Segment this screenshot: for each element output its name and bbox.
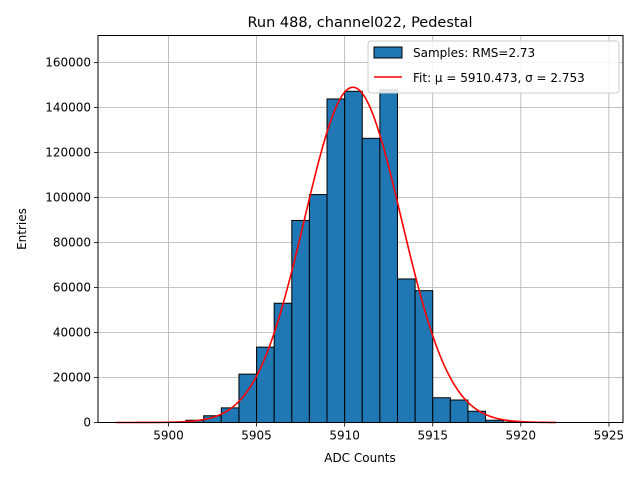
x-axis-label: ADC Counts [324, 451, 396, 465]
y-tick-label: 40000 [53, 326, 91, 340]
histogram-bar [432, 397, 451, 423]
x-tick-label: 5920 [506, 429, 537, 443]
histogram-bar [361, 137, 381, 423]
histogram-bar [414, 290, 434, 423]
fit-curve [115, 86, 557, 424]
x-tick-label: 5905 [241, 429, 272, 443]
histogram-bar [396, 278, 416, 424]
plot-frame [97, 35, 624, 423]
histogram-bars [167, 89, 522, 424]
histogram-bar [326, 98, 346, 423]
histogram-bar [308, 194, 328, 423]
y-tick-label: 60000 [53, 281, 91, 295]
legend-patch-samples [373, 46, 403, 59]
y-tick-label: 0 [83, 416, 91, 430]
x-tick-label: 5900 [153, 429, 184, 443]
histogram-bar [344, 90, 363, 424]
legend: Samples: RMS=2.73 Fit: μ = 5910.473, σ =… [367, 40, 620, 94]
y-tick-label: 160000 [45, 56, 91, 70]
x-tick-label: 5925 [594, 429, 625, 443]
histogram-bar [449, 399, 469, 423]
x-tick-label: 5915 [417, 429, 448, 443]
y-tick-label: 100000 [45, 191, 91, 205]
y-tick-label: 120000 [45, 146, 91, 160]
histogram-bar [220, 407, 240, 423]
legend-label-fit: Fit: μ = 5910.473, σ = 2.753 [413, 71, 585, 85]
x-axis: 5900 5905 5910 5915 5920 5925 [153, 422, 625, 443]
y-axis-label: Entries [15, 208, 29, 250]
chart-title: Run 488, channel022, Pedestal [247, 15, 472, 31]
y-tick-label: 20000 [53, 371, 91, 385]
x-tick-label: 5910 [329, 429, 360, 443]
fit-curve-group [115, 86, 557, 424]
legend-box [367, 40, 620, 94]
histogram-bar [379, 89, 398, 423]
histogram-bar [273, 302, 293, 423]
y-axis: 0 20000 40000 60000 80000 100000 120000 140000 1… [45, 56, 98, 430]
histogram-bar [291, 219, 310, 423]
y-tick-label: 140000 [45, 101, 91, 115]
legend-label-samples: Samples: RMS=2.73 [413, 46, 535, 60]
y-tick-label: 80000 [53, 236, 91, 250]
